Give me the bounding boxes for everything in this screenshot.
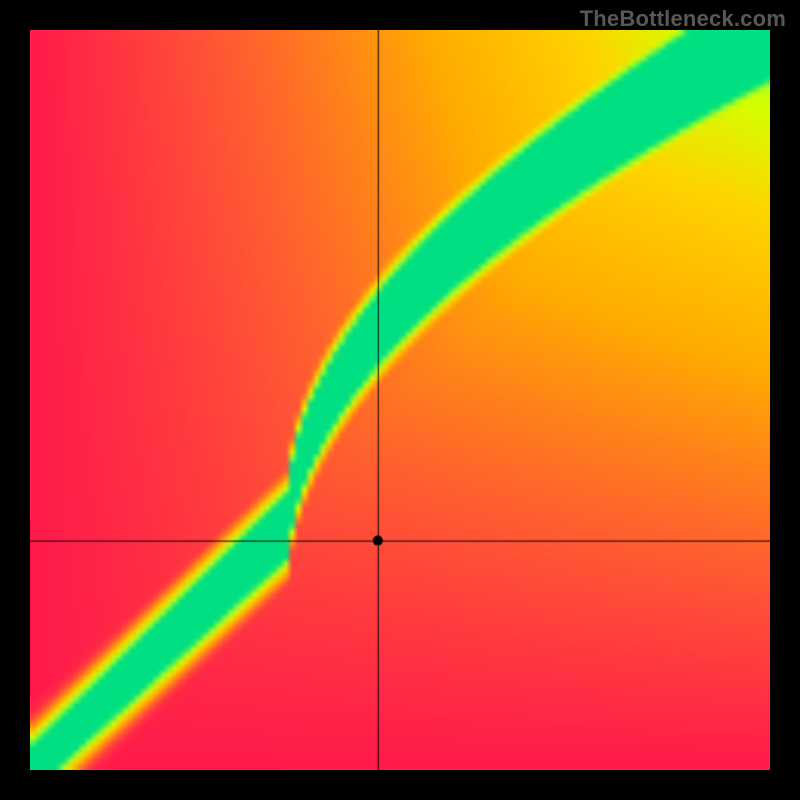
- watermark-text: TheBottleneck.com: [580, 6, 786, 32]
- crosshair-overlay: [30, 30, 770, 770]
